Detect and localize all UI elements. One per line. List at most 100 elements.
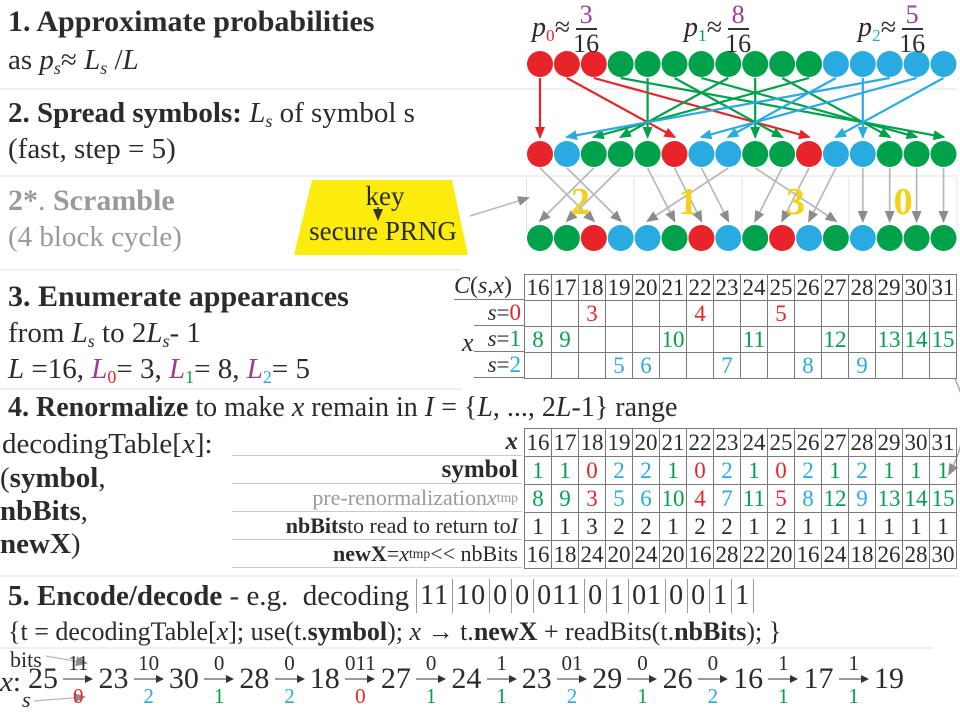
x-header-cell: 30 xyxy=(903,275,930,301)
appearance-cell: 10 xyxy=(660,327,687,353)
state-value: 29 xyxy=(592,662,623,695)
x-header-cell: 24 xyxy=(741,275,768,301)
state-value: 24 xyxy=(451,662,482,695)
decode-step: 011 0 xyxy=(344,651,376,707)
x-header-cell: 22 xyxy=(687,275,714,301)
section3-line3: L =16, L0= 3, L1= 8, L2= 5 xyxy=(8,353,310,388)
bit-group: 1 xyxy=(731,579,755,613)
nbbits-cell: 1 xyxy=(876,513,903,541)
s-pointer-arrow xyxy=(33,692,86,703)
appearance-cell xyxy=(525,353,552,379)
nbbits-cell: 1 xyxy=(660,513,687,541)
scrambled-symbol-circle xyxy=(661,225,688,251)
scramble-arrow xyxy=(781,167,810,223)
x-header-cell: 20 xyxy=(633,429,660,457)
section5-title: 5. Encode/decode - e.g. decoding xyxy=(8,579,410,612)
nbbits-cell: 2 xyxy=(687,513,714,541)
step-arrow-icon xyxy=(627,675,658,683)
decode-pseudocode: {t = decodingTable[x]; use(t.symbol); x … xyxy=(8,617,782,646)
renorm-label-symbol: symbol xyxy=(232,456,522,484)
decoded-symbol: 1 xyxy=(778,684,789,708)
scrambled-symbol-circle xyxy=(715,225,742,251)
symbol-cell: 0 xyxy=(687,457,714,485)
x-header-cell: 27 xyxy=(822,275,849,301)
appearance-cell xyxy=(741,301,768,327)
newx-cell: 22 xyxy=(741,541,768,569)
p0-fraction: 3 16 xyxy=(573,2,599,58)
appearance-cell: 9 xyxy=(552,327,579,353)
scrambled-symbol-circle xyxy=(849,225,876,251)
scrambled-symbol-circle xyxy=(742,225,769,251)
p1-denominator: 16 xyxy=(725,29,752,58)
appearance-cell xyxy=(552,301,579,327)
x-header-cell: 29 xyxy=(876,275,903,301)
nbbits-cell: 1 xyxy=(795,513,822,541)
decoded-symbol: 1 xyxy=(425,684,437,708)
nbbits-cell: 2 xyxy=(633,513,660,541)
newx-cell: 24 xyxy=(579,541,606,569)
spread-symbol-circle xyxy=(688,141,715,167)
scramble-arrow xyxy=(538,167,595,223)
nbbits-cell: 1 xyxy=(930,513,957,541)
top-symbol-circle xyxy=(903,51,930,77)
spread-arrow xyxy=(618,77,729,138)
nbbits-cell: 2 xyxy=(606,513,633,541)
step-arrow-icon xyxy=(838,675,869,683)
symbol-cell: 0 xyxy=(768,457,795,485)
scramble-arrow xyxy=(700,167,730,223)
nbbits-cell: 2 xyxy=(768,513,795,541)
p1-fraction: 8 16 xyxy=(725,2,752,58)
appearance-cell xyxy=(795,301,822,327)
scrambled-symbol-circle xyxy=(580,225,607,251)
state-value: 23 xyxy=(521,662,552,695)
section2-title: 2. Spread symbols: Ls of symbol s xyxy=(8,97,415,132)
state-value: 17 xyxy=(803,662,834,695)
spread-symbol-circle xyxy=(715,141,742,167)
p0-numerator: 3 xyxy=(575,2,597,30)
symbol-cell: 2 xyxy=(633,457,660,485)
tuple-nbbits-label: nbBits, xyxy=(0,495,88,527)
enum-row-label-s2: s = 2 xyxy=(474,352,524,378)
spread-arrow xyxy=(834,77,945,138)
spread-symbol-circle xyxy=(742,141,769,167)
p2-numerator: 5 xyxy=(901,2,923,30)
x-header-cell: 26 xyxy=(795,429,822,457)
appearance-cell xyxy=(741,353,768,379)
x-header-cell: 19 xyxy=(606,275,633,301)
appearance-cell xyxy=(579,327,606,353)
xtmp-cell: 15 xyxy=(930,485,957,513)
top-symbol-circle xyxy=(688,51,715,77)
x-header-cell: 16 xyxy=(525,429,552,457)
section2-subtitle: (fast, step = 5) xyxy=(8,133,176,165)
scramble-arrow xyxy=(645,167,729,223)
bit-group: 0 xyxy=(584,579,606,613)
bit-group: 011 xyxy=(533,579,584,613)
step-arrow-icon xyxy=(486,675,517,683)
appearance-cell xyxy=(714,327,741,353)
x-header-cell: 21 xyxy=(660,429,687,457)
nbbits-cell: 1 xyxy=(849,513,876,541)
spread-symbol-circle xyxy=(553,141,580,167)
bitstream: 11 10 0 0 011 0 1 01 0 0 1 1 xyxy=(416,579,755,613)
spread-arrow xyxy=(726,77,837,138)
read-bits: 011 xyxy=(344,651,376,675)
bits-pointer-arrow xyxy=(45,655,88,667)
newx-cell: 28 xyxy=(903,541,930,569)
decode-step: 10 2 xyxy=(133,653,164,707)
decoded-symbol: 1 xyxy=(637,684,648,708)
scrambled-symbol-circle xyxy=(607,225,634,251)
appearance-cell xyxy=(768,353,795,379)
appearance-cell xyxy=(876,353,903,379)
state-value: 16 xyxy=(733,662,764,695)
appearance-cell xyxy=(795,327,822,353)
spread-symbol-circle xyxy=(607,141,634,167)
scramble-arrow xyxy=(754,167,783,223)
scramble-arrow xyxy=(808,167,837,223)
symbol-cell: 1 xyxy=(552,457,579,485)
symbol-cell: 1 xyxy=(822,457,849,485)
